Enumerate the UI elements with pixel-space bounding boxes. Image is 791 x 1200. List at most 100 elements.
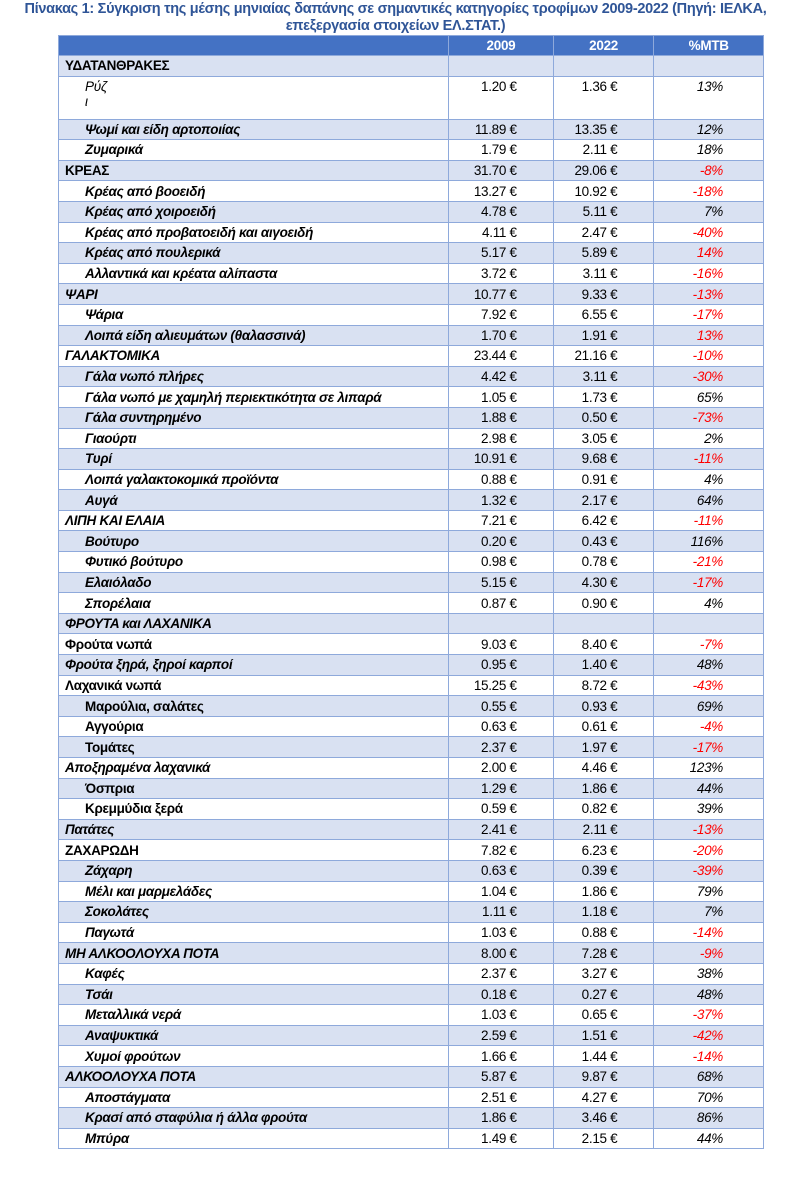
value-2022: 3.05 €: [552, 427, 655, 450]
row-label-text: Ψωμί και είδη αρτοποιίας: [85, 121, 241, 137]
table-row: ΖΑΧΑΡΩΔΗ 7.82 €6.23 € -20%: [57, 839, 764, 861]
value-2022: 4.46 €: [552, 757, 655, 779]
table-row: Ψωμί και είδη αρτοποιίας 11.89 €13.35 €12…: [57, 118, 764, 141]
table-row: Χυμοί φρούτων 1.66 €1.44 € -14%: [57, 1045, 764, 1067]
row-label-text: Κρέας από βοοειδή: [85, 183, 206, 199]
table-row: Κρέας από πουλερικά 5.17 €5.89 €14%: [57, 242, 764, 264]
table-row: Γάλα νωπό με χαμηλή περιεκτικότητα σε λι…: [57, 386, 764, 408]
value-2009: 10.91 €: [448, 448, 554, 470]
row-label-text: Πατάτες: [65, 822, 115, 838]
pct-change: 14%: [653, 242, 764, 264]
value-2022: 1.36 €: [552, 75, 655, 120]
table-row: ΛΙΠΗ ΚΑΙ ΕΛΑΙΑ 7.21 €6.42 € -11%: [57, 509, 764, 532]
value-2009: 1.11 €: [448, 901, 554, 923]
value-2022: 1.86 €: [552, 880, 655, 903]
row-label-text: Λοιπά γαλακτοκομικά προϊόντα: [85, 471, 279, 487]
row-label-text: Αλλαντικά και κρέατα αλίπαστα: [85, 266, 278, 282]
row-label-text: Αυγά: [85, 492, 118, 508]
value-2009: 4.11 €: [448, 221, 554, 244]
row-label-text: Τυρί: [85, 451, 112, 467]
row-label: ΛΙΠΗ ΚΑΙ ΕΛΑΙΑ: [57, 509, 450, 532]
row-label-text: Αναψυκτικά: [85, 1028, 159, 1044]
table-row: ΚΡΕΑΣ 31.70 €29.06 € -8%: [57, 159, 764, 182]
table-row: Αναψυκτικά 2.59 €1.51 € -42%: [57, 1024, 764, 1047]
row-label: ΦΡΟΥΤΑ και ΛΑΧΑΝΙΚΑ: [57, 612, 450, 635]
value-2022: 0.91 €: [552, 468, 655, 491]
value-2022: 0.27 €: [552, 983, 655, 1006]
value-2022: 5.11 €: [552, 200, 655, 223]
value-2022: 3.27 €: [552, 962, 655, 985]
row-label-text: Τομάτες: [85, 739, 135, 755]
row-label-text: Ζυμαρικά: [85, 142, 143, 158]
pct-change: -30%: [653, 365, 764, 388]
table-row: Σοκολάτες 1.11 €1.18 €7%: [57, 901, 764, 923]
value-2022: 0.82 €: [552, 798, 655, 820]
table-row: Κρεμμύδια ξερά 0.59 €0.82 €39%: [57, 798, 764, 820]
row-label-text: Γιαούρτι: [85, 430, 137, 446]
row-label: Καφές: [57, 962, 450, 985]
table-row: Ζάχαρη 0.63 €0.39 € -39%: [57, 859, 764, 882]
table-row: Μέλι και μαρμελάδες 1.04 €1.86 €79%: [57, 880, 764, 903]
pct-change: -37%: [653, 1004, 764, 1026]
row-label: Κρέας από προβατοειδή και αιγοειδή: [57, 221, 450, 244]
value-2009: 0.55 €: [448, 695, 554, 717]
row-label-text: Σπορέλαια: [85, 595, 151, 611]
pct-change: 79%: [653, 880, 764, 903]
value-2022: 0.43 €: [552, 530, 655, 553]
row-label-text: Γάλα νωπό με χαμηλή περιεκτικότητα σε λι…: [85, 389, 382, 405]
row-label: Λοιπά γαλακτοκομικά προϊόντα: [57, 468, 450, 491]
row-label-text: Κρέας από προβατοειδή και αιγοειδή: [85, 224, 314, 240]
table-row: Ζυμαρικά 1.79 €2.11 €18%: [57, 139, 764, 161]
pct-change: 13%: [653, 75, 764, 120]
value-2009: 7.21 €: [448, 509, 554, 532]
pct-change: 48%: [653, 654, 764, 676]
row-label: Γάλα συντηρημένο: [57, 406, 450, 429]
row-label-text: ΑΛΚΟΟΛΟΥΧΑ ΠΟΤΑ: [65, 1069, 196, 1085]
value-2009: 0.20 €: [448, 530, 554, 553]
row-label-text: Φρούτα νωπά: [65, 636, 152, 652]
value-2022: 1.97 €: [552, 736, 655, 758]
pct-change: 13%: [653, 324, 764, 347]
value-2022: 1.91 €: [552, 324, 655, 347]
row-label: ΥΔΑΤΑΝΘΡΑΚΕΣ: [57, 55, 450, 77]
row-label: Αγγούρια: [57, 715, 450, 738]
row-label: Παγωτά: [57, 921, 450, 944]
value-2022: [552, 612, 655, 635]
value-2009: 1.32 €: [448, 489, 554, 511]
row-label-text: ΛΙΠΗ ΚΑΙ ΕΛΑΙΑ: [65, 513, 166, 529]
row-label: Σπορέλαια: [57, 592, 450, 614]
table-row: Σπορέλαια 0.87 €0.90 €4%: [57, 592, 764, 614]
table-body: ΥΔΑΤΑΝΘΡΑΚΕΣ Ρύζ ι 1.20 €1.36 €13% Ψωμί και …: [57, 55, 764, 1150]
row-label: Μαρούλια, σαλάτες: [57, 695, 450, 717]
row-label: Ρύζ ι: [57, 75, 450, 120]
row-label: Κρέας από χοιροειδή: [57, 200, 450, 223]
row-label: Βούτυρο: [57, 530, 450, 553]
row-label-text: Αγγούρια: [85, 719, 144, 735]
table-row: ΨΑΡΙ 10.77 €9.33 € -13%: [57, 283, 764, 305]
row-label-text: Παγωτά: [85, 925, 134, 941]
value-2009: 1.70 €: [448, 324, 554, 347]
table-row: Μαρούλια, σαλάτες 0.55 €0.93 €69%: [57, 695, 764, 717]
table-row: Μεταλλικά νερά 1.03 €0.65 € -37%: [57, 1004, 764, 1026]
row-label-text: Γάλα νωπό πλήρες: [85, 369, 204, 385]
table-row: Γάλα συντηρημένο 1.88 €0.50 € -73%: [57, 406, 764, 429]
table-row: Κρέας από προβατοειδή και αιγοειδή 4.11 €…: [57, 221, 764, 244]
row-label-extra: ι: [85, 93, 88, 109]
table-row: Αλλαντικά και κρέατα αλίπαστα 3.72 €3.11 …: [57, 262, 764, 285]
value-2009: 0.63 €: [448, 859, 554, 882]
value-2009: 31.70 €: [448, 159, 554, 182]
value-2022: 0.78 €: [552, 551, 655, 573]
value-2022: 1.44 €: [552, 1045, 655, 1067]
table-title: Πίνακας 1: Σύγκριση της μέσης μηνιαίας δ…: [24, 1, 767, 34]
row-label-text: Τσάι: [85, 986, 113, 1002]
value-2022: 2.47 €: [552, 221, 655, 244]
value-2022: [552, 55, 655, 77]
value-2009: [448, 55, 554, 77]
row-label: ΚΡΕΑΣ: [57, 159, 450, 182]
row-label: ΖΑΧΑΡΩΔΗ: [57, 839, 450, 861]
row-label-text: ΓΑΛΑΚΤΟΜΙΚΑ: [65, 348, 161, 364]
table-row: Όσπρια 1.29 €1.86 €44%: [57, 777, 764, 800]
value-2022: 9.68 €: [552, 448, 655, 470]
row-label-text: Ψάρια: [85, 307, 124, 323]
value-2022: 2.11 €: [552, 139, 655, 161]
